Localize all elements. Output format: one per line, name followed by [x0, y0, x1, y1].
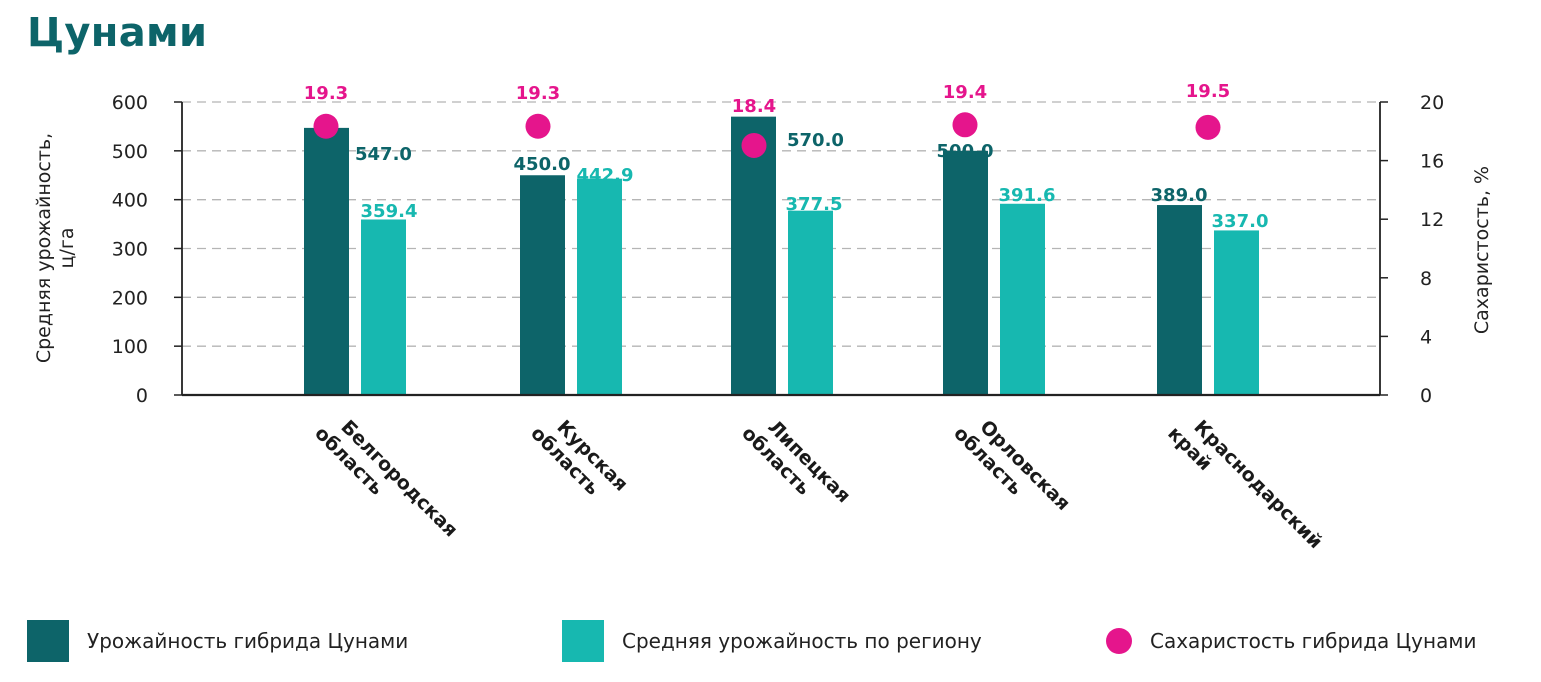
bar-hybrid [304, 127, 349, 396]
data-label-sugar: 19.4 [943, 82, 987, 103]
data-label-sugar: 19.3 [304, 83, 348, 104]
data-label-hybrid: 547.0 [355, 144, 412, 165]
y-tick-label: 500 [112, 141, 148, 163]
data-label-region: 442.9 [577, 165, 634, 186]
y2-tick-label: 8 [1420, 268, 1432, 290]
data-label-sugar: 19.5 [1186, 81, 1230, 102]
data-label-region: 391.6 [999, 185, 1056, 206]
y2-tick-label: 20 [1420, 92, 1444, 114]
data-label-region: 337.0 [1212, 211, 1269, 232]
legend-label-region-yield: Средняя урожайность по региону [622, 629, 982, 653]
sugar-point [525, 113, 551, 139]
data-label-sugar: 18.4 [732, 96, 776, 117]
sugar-point [313, 113, 339, 139]
bar-region [1214, 230, 1259, 395]
bar-hybrid [520, 175, 565, 395]
page-title: Цунами [27, 10, 208, 56]
bars [304, 116, 1259, 396]
legend-dot-sugar [1106, 628, 1132, 654]
data-label-hybrid: 500.0 [937, 141, 994, 162]
legend-label-sugar: Сахаристость гибрида Цунами [1150, 629, 1477, 653]
y-tick-label: 400 [112, 190, 148, 212]
bar-hybrid [1157, 205, 1202, 395]
data-label-hybrid: 389.0 [1151, 185, 1208, 206]
y2-tick-label: 4 [1420, 326, 1432, 348]
bar-region [1000, 203, 1045, 395]
y-axis-title-line: ц/га [56, 228, 78, 269]
y2-tick-label: 16 [1420, 151, 1444, 173]
data-label-hybrid: 450.0 [514, 154, 571, 175]
data-label-region: 359.4 [361, 201, 418, 222]
y2-axis-title: Сахаристость, % [1471, 166, 1493, 334]
bar-region [577, 178, 622, 395]
y2-tick-label: 0 [1420, 385, 1432, 407]
data-label-region: 377.5 [786, 194, 843, 215]
sugar-point [952, 112, 978, 138]
chart: 0 100 200 300 400 500 600 0 4 8 12 16 20 Средняя урож… [33, 81, 1493, 569]
legend-item-region-yield: Средняя урожайность по региону [562, 620, 982, 662]
sugar-point [1195, 114, 1221, 140]
y-tick-label: 100 [112, 336, 148, 358]
category-label: Орловскаяобласть [949, 406, 1074, 531]
category-label: Липецкаяобласть [737, 406, 854, 523]
category-label: Краснодарскийкрай [1163, 406, 1326, 569]
data-label-hybrid: 570.0 [787, 130, 844, 151]
category-label-line: Краснодарский [1189, 416, 1326, 553]
y-tick-label: 300 [112, 239, 148, 261]
y-axis-title-line: Средняя урожайность, [33, 133, 55, 363]
bar-hybrid [943, 150, 988, 395]
y-tick-label: 0 [136, 385, 148, 407]
legend-swatch-hybrid-yield [27, 620, 69, 662]
bar-region [361, 219, 406, 395]
bar-hybrid [731, 116, 776, 396]
y-tick-label: 600 [112, 92, 148, 114]
sugar-point [741, 132, 767, 158]
axes [174, 101, 1388, 397]
legend-item-hybrid-yield: Урожайность гибрида Цунами [27, 620, 408, 662]
category-label: Курскаяобласть [526, 406, 632, 512]
y-tick-label: 200 [112, 287, 148, 309]
y2-tick-label: 12 [1420, 209, 1444, 231]
sugar-points [313, 112, 1221, 158]
bar-region [788, 210, 833, 395]
y-axis-title: Средняя урожайность,ц/га [33, 133, 78, 363]
legend-swatch-region-yield [562, 620, 604, 662]
category-label: Белгородскаяобласть [310, 406, 462, 558]
legend-item-sugar: Сахаристость гибрида Цунами [1098, 620, 1476, 662]
legend-label-hybrid-yield: Урожайность гибрида Цунами [87, 629, 409, 653]
data-label-sugar: 19.3 [516, 83, 560, 104]
